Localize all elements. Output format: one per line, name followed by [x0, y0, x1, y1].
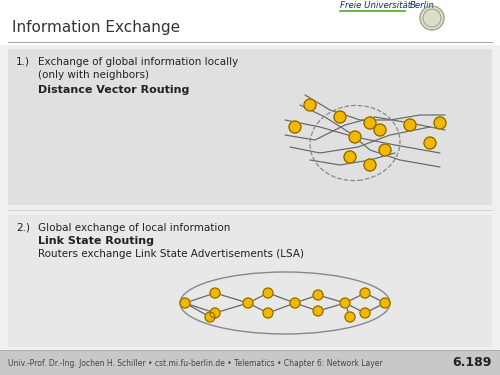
- Circle shape: [345, 312, 355, 322]
- Text: Exchange of global information locally: Exchange of global information locally: [38, 57, 238, 67]
- Text: Routers exchange Link State Advertisements (LSA): Routers exchange Link State Advertisemen…: [38, 249, 304, 259]
- Circle shape: [420, 6, 444, 30]
- Circle shape: [263, 308, 273, 318]
- Circle shape: [360, 308, 370, 318]
- Circle shape: [364, 117, 376, 129]
- Text: Univ.-Prof. Dr.-Ing. Jochen H. Schiller • cst.mi.fu-berlin.de • Telematics • Cha: Univ.-Prof. Dr.-Ing. Jochen H. Schiller …: [8, 358, 382, 368]
- Circle shape: [304, 99, 316, 111]
- Circle shape: [210, 308, 220, 318]
- Text: Link State Routing: Link State Routing: [38, 236, 154, 246]
- Circle shape: [424, 137, 436, 149]
- Circle shape: [380, 298, 390, 308]
- Text: Global exchange of local information: Global exchange of local information: [38, 223, 230, 233]
- Circle shape: [180, 298, 190, 308]
- Circle shape: [404, 119, 416, 131]
- Circle shape: [290, 298, 300, 308]
- Bar: [0, 205, 500, 215]
- Circle shape: [263, 288, 273, 298]
- Circle shape: [289, 121, 301, 133]
- Circle shape: [334, 111, 346, 123]
- Bar: [0, 350, 500, 375]
- Circle shape: [374, 124, 386, 136]
- Circle shape: [379, 144, 391, 156]
- Circle shape: [205, 312, 215, 322]
- Circle shape: [349, 131, 361, 143]
- Text: 2.): 2.): [16, 223, 30, 233]
- Circle shape: [364, 159, 376, 171]
- Text: 6.189: 6.189: [452, 357, 492, 369]
- Text: Distance Vector Routing: Distance Vector Routing: [38, 85, 190, 95]
- Text: Freie Universität: Freie Universität: [340, 1, 411, 10]
- Text: Berlin: Berlin: [410, 1, 435, 10]
- Circle shape: [210, 288, 220, 298]
- Bar: [8, 49, 492, 207]
- Bar: [8, 215, 492, 347]
- Text: 1.): 1.): [16, 57, 30, 67]
- Bar: [0, 0, 500, 45]
- Circle shape: [434, 117, 446, 129]
- Text: (only with neighbors): (only with neighbors): [38, 70, 149, 80]
- Circle shape: [340, 298, 350, 308]
- Circle shape: [313, 306, 323, 316]
- Text: Information Exchange: Information Exchange: [12, 20, 180, 35]
- Circle shape: [344, 151, 356, 163]
- Circle shape: [360, 288, 370, 298]
- Circle shape: [313, 290, 323, 300]
- Circle shape: [243, 298, 253, 308]
